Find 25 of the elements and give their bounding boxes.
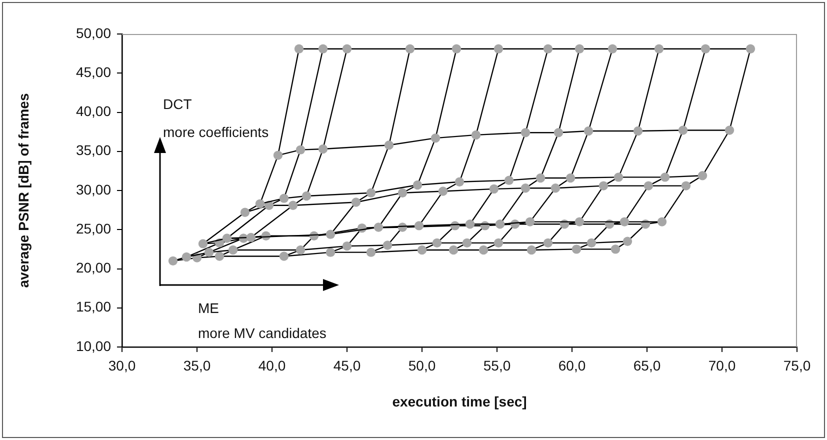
x-tick-label: 55,0	[483, 357, 511, 374]
annotation: more MV candidates	[198, 325, 326, 341]
y-tick-label: 15,00	[76, 298, 112, 315]
y-tick-label: 40,00	[76, 103, 112, 120]
x-tick-label: 35,0	[183, 357, 211, 374]
y-tick-label: 25,00	[76, 220, 112, 236]
y-tick-label: 35,00	[76, 142, 112, 158]
y-axis-title: average PSNR [dB] of frames	[15, 93, 32, 288]
x-tick-label: 50,0	[408, 357, 436, 374]
x-tick-label: 45,0	[333, 357, 361, 374]
x-tick-label: 70,0	[708, 357, 736, 374]
x-axis-title: execution time [sec]	[392, 393, 527, 410]
y-tick-label: 45,00	[76, 64, 112, 80]
y-tick-label: 20,00	[76, 260, 112, 276]
annotation: ME	[198, 300, 219, 316]
x-tick-label: 75,0	[783, 357, 811, 374]
x-tick-label: 40,0	[258, 357, 286, 374]
y-tick-label: 30,00	[76, 181, 112, 198]
y-tick-label: 10,00	[76, 338, 112, 354]
y-tick-label: 50,00	[76, 24, 112, 41]
x-tick-label: 30,0	[108, 357, 136, 374]
annotation: more coefficients	[163, 124, 269, 140]
x-tick-label: 60,0	[558, 357, 586, 374]
annotation: DCT	[163, 96, 192, 112]
x-tick-label: 65,0	[633, 357, 661, 374]
